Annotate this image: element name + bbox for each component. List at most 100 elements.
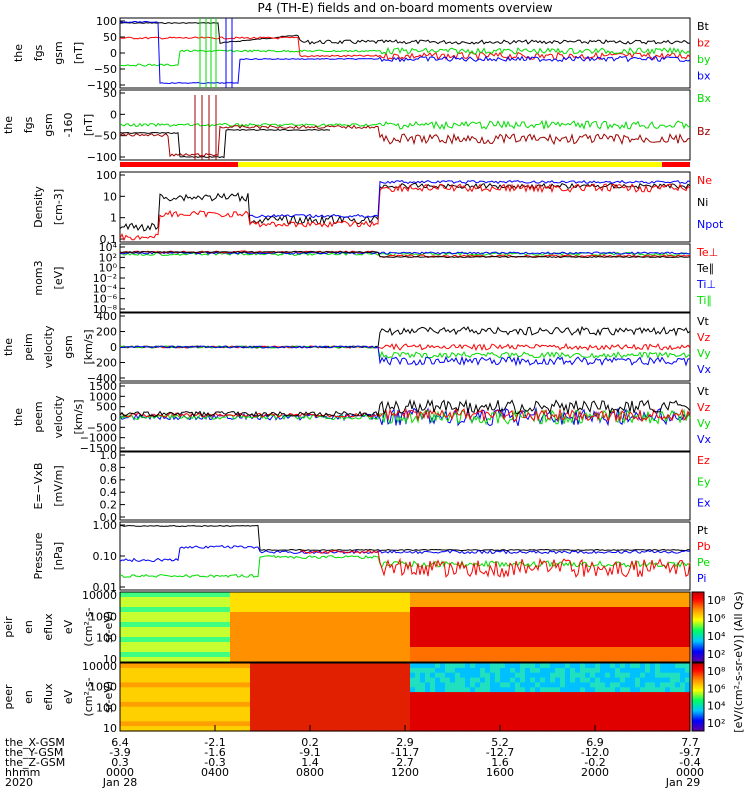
spectrogram-cell — [205, 632, 211, 638]
spectrogram-cell — [395, 697, 401, 703]
spectrogram-cell — [500, 617, 506, 623]
spectrogram-cell — [435, 721, 441, 727]
spectrogram-cell — [400, 672, 406, 679]
spectrogram-cell — [240, 667, 246, 674]
spectrogram-cell — [300, 721, 306, 727]
spectrogram-cell — [610, 687, 616, 693]
spectrogram-cell — [290, 617, 296, 623]
spectrogram-cell — [500, 652, 506, 658]
spectrogram-cell — [555, 592, 561, 598]
spectrogram-cell — [195, 687, 201, 693]
series-line-vx — [119, 345, 691, 367]
spectrogram-cell — [520, 642, 526, 648]
spectrogram-cell — [395, 721, 401, 727]
spectrogram-cell — [250, 632, 256, 638]
spectrogram-cell — [305, 697, 311, 703]
spectrogram-cell — [240, 607, 246, 613]
spectrogram-cell — [235, 657, 241, 663]
spectrogram-cell — [335, 602, 341, 608]
spectrogram-cell — [305, 672, 311, 679]
spectrogram-cell — [185, 612, 191, 618]
spectrogram-cell — [585, 701, 591, 708]
spectrogram-cell — [245, 597, 251, 603]
spectrogram-cell — [410, 726, 416, 732]
spectrogram-cell — [615, 642, 621, 648]
colorbar — [691, 662, 705, 732]
spectrogram-cell — [505, 692, 511, 698]
spectrogram-cell — [320, 602, 326, 608]
spectrogram-cell — [290, 647, 296, 653]
spectrogram-cell — [670, 607, 676, 613]
spectrogram-cell — [320, 672, 326, 679]
spectrogram-cell — [445, 632, 451, 638]
spectrogram-cell — [375, 627, 381, 633]
spectrogram-cell — [585, 716, 591, 722]
spectrogram-cell — [430, 637, 436, 643]
spectrogram-cell — [215, 692, 221, 698]
spectrogram-cell — [630, 726, 636, 732]
spectrogram-cell — [500, 711, 506, 718]
spectrogram-cell — [405, 726, 411, 732]
spectrogram-cell — [485, 701, 491, 708]
spectrogram-cell — [160, 647, 166, 653]
spectrogram-cell — [460, 697, 466, 703]
spectrogram-cell — [615, 682, 621, 688]
spectrogram-cell — [315, 617, 321, 623]
spectrogram-cell — [150, 687, 156, 693]
spectrogram-cell — [370, 652, 376, 658]
spectrogram-cell — [570, 617, 576, 623]
spectrogram-cell — [245, 647, 251, 653]
spectrogram-cell — [170, 612, 176, 618]
spectrogram-cell — [265, 637, 271, 643]
spectrogram-cell — [685, 711, 691, 718]
spectrogram-cell — [545, 706, 551, 713]
spectrogram-cell — [500, 657, 506, 663]
spectrogram-cell — [660, 642, 666, 648]
spectrogram-cell — [445, 677, 451, 684]
spectrogram-cell — [345, 597, 351, 603]
spectrogram-cell — [370, 597, 376, 603]
spectrogram-cell — [285, 706, 291, 713]
spectrogram-cell — [610, 701, 616, 708]
spectrogram-cell — [140, 637, 146, 643]
spectrogram-cell — [645, 617, 651, 623]
spectrogram-cell — [375, 672, 381, 679]
spectrogram-cell — [380, 697, 386, 703]
spectrogram-cell — [525, 716, 531, 722]
spectrogram-cell — [630, 647, 636, 653]
spectrogram-cell — [280, 706, 286, 713]
spectrogram-cell — [200, 701, 206, 708]
spectrogram-cell — [120, 726, 126, 732]
spectrogram-cell — [555, 663, 561, 669]
spectrogram-cell — [410, 687, 416, 693]
spectrogram-cell — [540, 657, 546, 663]
spectrogram-cell — [550, 663, 556, 669]
spectrogram-cell — [550, 652, 556, 658]
spectrogram-cell — [630, 692, 636, 698]
chart-title: P4 (TH-E) fields and on-board moments ov… — [257, 1, 553, 15]
spectrogram-cell — [525, 602, 531, 608]
spectrogram-cell — [435, 726, 441, 732]
spectrogram-cell — [335, 682, 341, 688]
spectrogram-cell — [595, 697, 601, 703]
spectrogram-cell — [300, 627, 306, 633]
spectrogram-cell — [470, 711, 476, 718]
spectrogram-cell — [545, 642, 551, 648]
spectrogram-cell — [540, 632, 546, 638]
legend-entry: Pb — [697, 540, 711, 553]
spectrogram-cell — [400, 716, 406, 722]
spectrogram-cell — [330, 711, 336, 718]
spectrogram-cell — [605, 592, 611, 598]
spectrogram-cell — [525, 667, 531, 674]
spectrogram-cell — [440, 726, 446, 732]
spectrogram-cell — [215, 647, 221, 653]
spectrogram-cell — [620, 682, 626, 688]
spectrogram-cell — [355, 597, 361, 603]
spectrogram-cell — [660, 716, 666, 722]
spectrogram-cell — [505, 711, 511, 718]
spectrogram-cell — [570, 701, 576, 708]
spectrogram-cell — [265, 632, 271, 638]
spectrogram-cell — [120, 597, 126, 603]
spectrogram-cell — [560, 687, 566, 693]
spectrogram-cell — [425, 711, 431, 718]
